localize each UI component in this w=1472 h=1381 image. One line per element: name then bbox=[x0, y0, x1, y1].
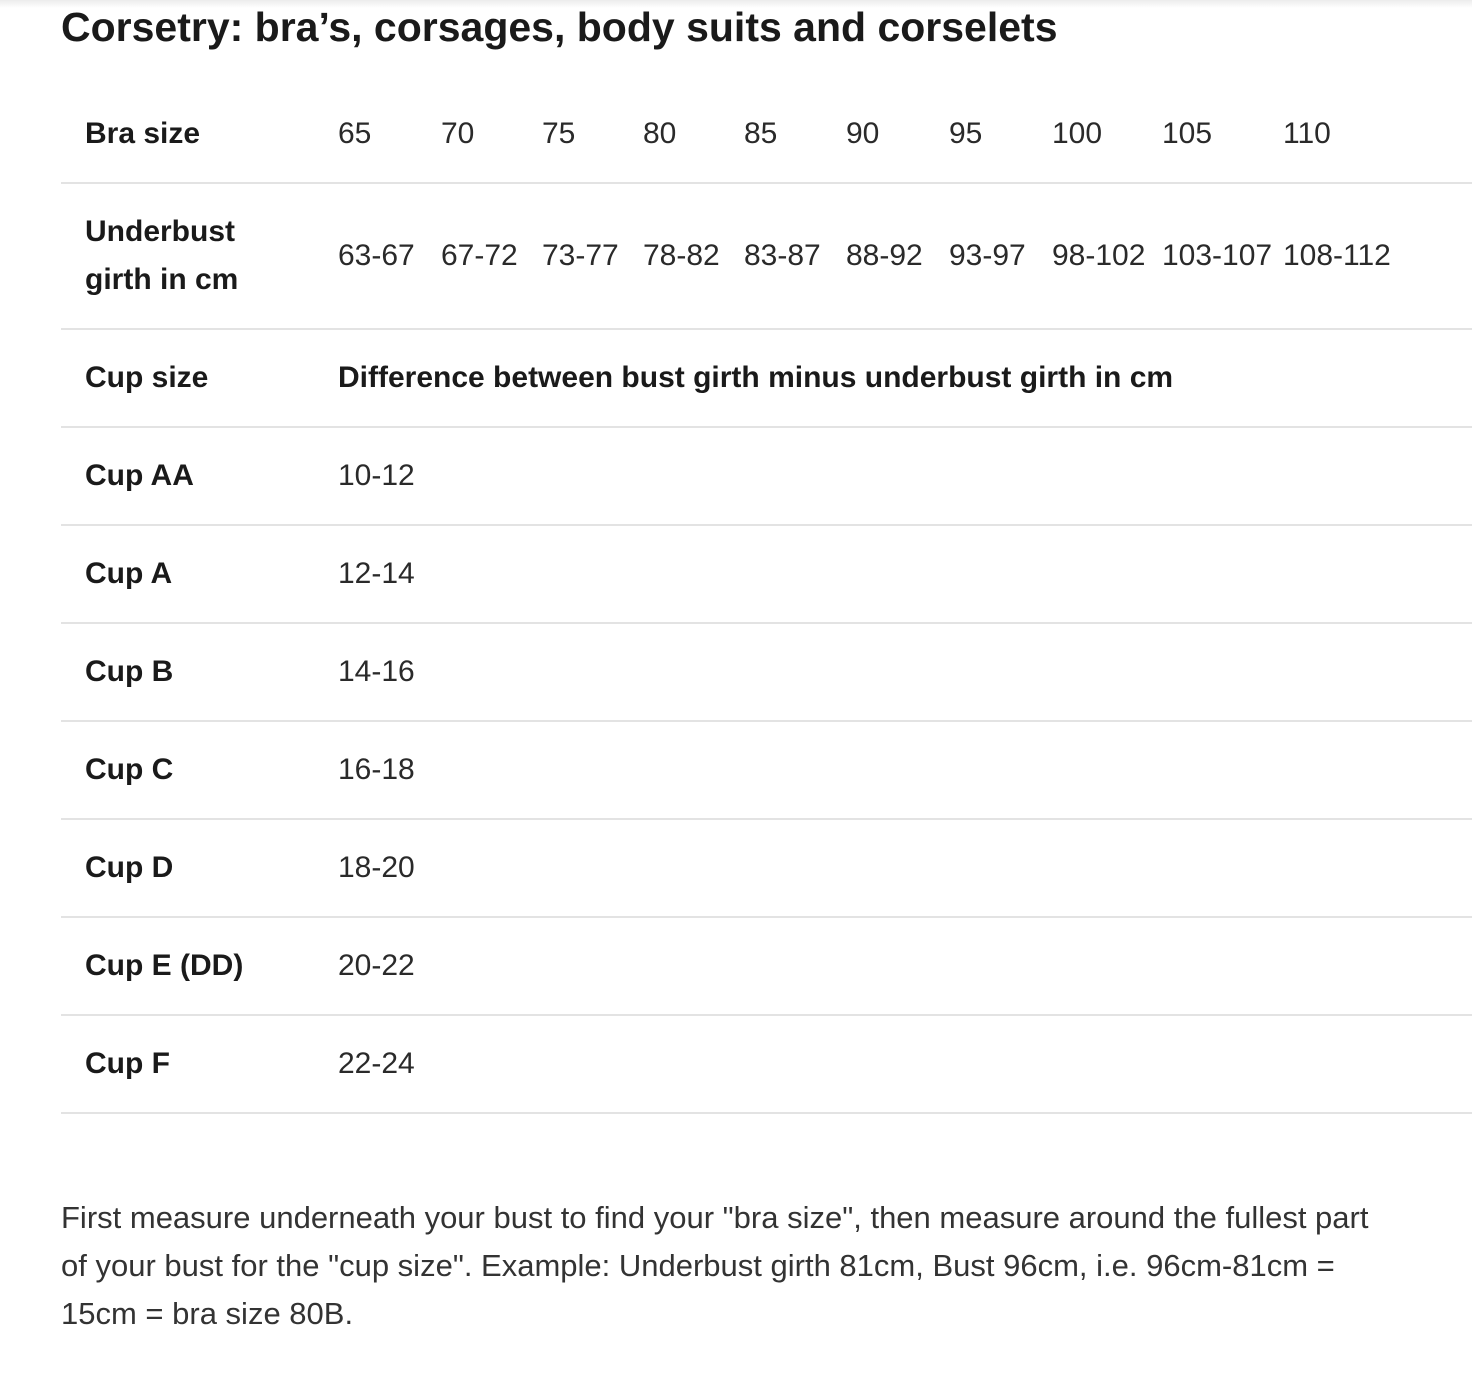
cup-range: 18-20 bbox=[338, 819, 1472, 918]
cup-row: Cup B 14-16 bbox=[61, 623, 1472, 722]
cup-range: 20-22 bbox=[338, 917, 1472, 1016]
cup-range: 10-12 bbox=[338, 427, 1472, 526]
underbust-cell: 108-112 bbox=[1283, 183, 1472, 330]
bra-size-cell: 90 bbox=[846, 86, 949, 184]
underbust-cell: 63-67 bbox=[338, 183, 441, 330]
cup-row: Cup E (DD) 20-22 bbox=[61, 917, 1472, 1016]
cup-size-header-row: Cup size Difference between bust girth m… bbox=[61, 329, 1472, 428]
cup-range: 16-18 bbox=[338, 721, 1472, 820]
top-shadow bbox=[0, 0, 1472, 8]
cup-label: Cup D bbox=[61, 819, 338, 918]
cup-row: Cup C 16-18 bbox=[61, 721, 1472, 820]
underbust-cell: 88-92 bbox=[846, 183, 949, 330]
size-table: Bra size 65 70 75 80 85 90 95 100 105 11… bbox=[61, 86, 1472, 1114]
cup-label: Cup C bbox=[61, 721, 338, 820]
bra-size-cell: 70 bbox=[441, 86, 542, 184]
bra-size-cell: 85 bbox=[744, 86, 846, 184]
cup-range: 14-16 bbox=[338, 623, 1472, 722]
underbust-cell: 103-107 bbox=[1162, 183, 1283, 330]
cup-label: Cup A bbox=[61, 525, 338, 624]
underbust-cell: 93-97 bbox=[949, 183, 1052, 330]
bra-size-cell: 100 bbox=[1052, 86, 1162, 184]
underbust-cell: 67-72 bbox=[441, 183, 542, 330]
measuring-instructions: First measure underneath your bust to fi… bbox=[61, 1200, 1369, 1331]
cup-size-label: Cup size bbox=[61, 329, 338, 428]
bra-size-cell: 105 bbox=[1162, 86, 1283, 184]
underbust-cell: 98-102 bbox=[1052, 183, 1162, 330]
underbust-label: Underbust girth in cm bbox=[61, 183, 338, 330]
bra-size-cell: 80 bbox=[643, 86, 744, 184]
cup-range: 12-14 bbox=[338, 525, 1472, 624]
bra-size-row: Bra size 65 70 75 80 85 90 95 100 105 11… bbox=[61, 86, 1472, 184]
underbust-cell: 73-77 bbox=[542, 183, 643, 330]
underbust-cell: 83-87 bbox=[744, 183, 846, 330]
cup-row: Cup F 22-24 bbox=[61, 1015, 1472, 1114]
cup-label: Cup AA bbox=[61, 427, 338, 526]
cup-label: Cup E (DD) bbox=[61, 917, 338, 1016]
bra-size-label: Bra size bbox=[61, 86, 338, 184]
bra-size-cell: 95 bbox=[949, 86, 1052, 184]
difference-header: Difference between bust girth minus unde… bbox=[338, 329, 1472, 428]
underbust-row: Underbust girth in cm 63-67 67-72 73-77 … bbox=[61, 183, 1472, 330]
cup-row: Cup D 18-20 bbox=[61, 819, 1472, 918]
cup-range: 22-24 bbox=[338, 1015, 1472, 1114]
cup-row: Cup AA 10-12 bbox=[61, 427, 1472, 526]
cup-row: Cup A 12-14 bbox=[61, 525, 1472, 624]
cup-label: Cup F bbox=[61, 1015, 338, 1114]
underbust-cell: 78-82 bbox=[643, 183, 744, 330]
page-title: Corsetry: bra’s, corsages, body suits an… bbox=[61, 4, 1058, 50]
bra-size-cell: 75 bbox=[542, 86, 643, 184]
cup-label: Cup B bbox=[61, 623, 338, 722]
bra-size-cell: 110 bbox=[1283, 86, 1472, 184]
bra-size-cell: 65 bbox=[338, 86, 441, 184]
